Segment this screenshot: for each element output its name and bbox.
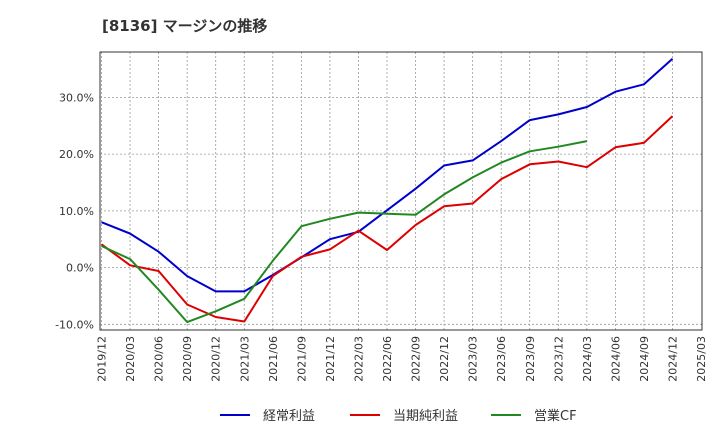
- series-line-2: [100, 115, 674, 323]
- x-tick-label: 2022/09: [410, 336, 423, 382]
- y-tick-labels: -10.0% 0.0% 10.0% 20.0% 30.0%: [55, 91, 94, 331]
- x-tick-label: 2023/12: [552, 336, 565, 382]
- x-tick-label: 2022/06: [381, 336, 394, 382]
- x-tick-label: 2024/06: [609, 336, 622, 382]
- x-tick-label: 2024/09: [638, 336, 651, 382]
- legend-label-3: 営業CF: [534, 408, 577, 424]
- x-tick-label: 2021/09: [295, 336, 308, 382]
- x-tick-labels: 2019/12 2020/03 2020/06 2020/09 2020/12 2021/…: [96, 336, 709, 382]
- y-tick-label: -10.0%: [55, 318, 94, 331]
- y-tick-label: 20.0%: [59, 148, 94, 161]
- x-tick-label: 2021/03: [238, 336, 251, 382]
- x-tick-label: 2020/03: [124, 336, 137, 382]
- x-tick-label: 2020/12: [210, 336, 223, 382]
- x-tick-label: 2023/03: [467, 336, 480, 382]
- series-layer: [100, 58, 674, 324]
- legend-label-1: 経常利益: [263, 409, 315, 424]
- chart-title: [8136] マージンの推移: [102, 17, 268, 35]
- x-tick-label: 2025/03: [695, 336, 708, 382]
- legend: 経常利益 当期純利益 営業CF: [220, 408, 577, 424]
- x-tick-label: 2020/06: [153, 336, 166, 382]
- x-tick-label: 2023/06: [495, 336, 508, 382]
- plot-border: [99, 51, 703, 331]
- x-tick-label: 2022/03: [352, 336, 365, 382]
- y-tick-label: 30.0%: [59, 91, 94, 104]
- x-tick-label: 2024/03: [581, 336, 594, 382]
- y-tick-label: 10.0%: [59, 205, 94, 218]
- grid-layer: [100, 52, 702, 330]
- x-tick-label: 2023/09: [524, 336, 537, 382]
- x-tick-label: 2022/12: [438, 336, 451, 382]
- legend-label-2: 当期純利益: [393, 409, 458, 424]
- y-tick-label: 0.0%: [66, 262, 94, 275]
- series-line-1: [101, 58, 674, 293]
- x-tick-label: 2021/12: [324, 336, 337, 382]
- series-line-3: [101, 140, 588, 324]
- x-tick-label: 2019/12: [96, 336, 109, 382]
- x-tick-label: 2020/09: [181, 336, 194, 382]
- x-tick-label: 2021/06: [267, 336, 280, 382]
- x-tick-label: 2024/12: [667, 336, 680, 382]
